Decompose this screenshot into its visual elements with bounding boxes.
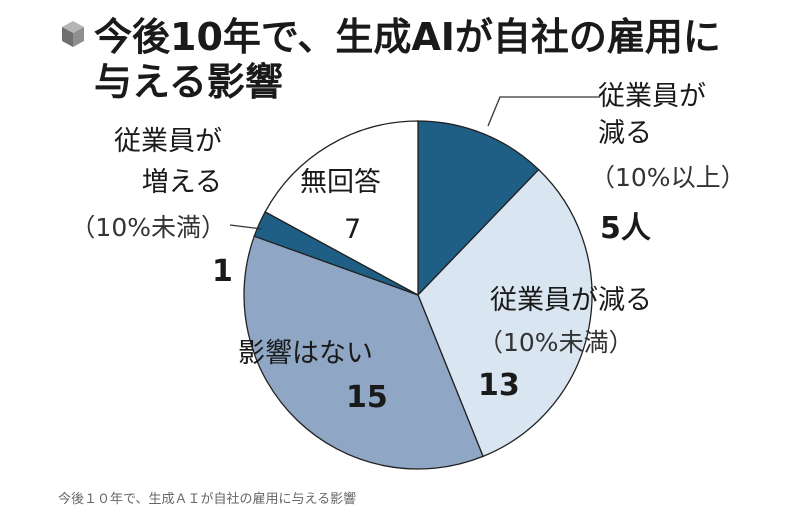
slice-2-value: 13 <box>478 368 520 403</box>
slice-1-note: （10%以上） <box>590 163 746 192</box>
slice-5-label: 無回答 <box>300 167 381 198</box>
slice-2-note: （10%未満） <box>478 328 634 357</box>
leader-line-slice-1 <box>487 96 600 127</box>
slice-4-label-line-1: 従業員が <box>114 126 222 157</box>
leader-line-slice-4 <box>229 224 263 230</box>
pie-slice-1 <box>417 120 540 297</box>
pie-slice-2 <box>417 168 593 458</box>
slice-3-label: 影響はない <box>238 338 373 369</box>
chart-caption: 今後１０年で、生成ＡＩが自社の雇用に与える影響 <box>58 492 357 507</box>
cube-icon <box>62 21 84 47</box>
slice-2-label: 従業員が減る <box>490 285 652 316</box>
pie-slice-3 <box>243 235 484 470</box>
chart-title-line-1: 今後10年で、生成AIが自社の雇用に <box>94 15 721 59</box>
slice-1-label-line-2: 減る <box>598 118 652 149</box>
slice-1-label-line-1: 従業員が <box>598 81 706 112</box>
slice-5-value: 7 <box>344 214 361 245</box>
slice-4-note: （10%未満） <box>70 213 226 242</box>
slice-1-value: 5人 <box>600 211 651 246</box>
slice-3-value: 15 <box>346 380 388 415</box>
slice-4-label-line-2: 増える <box>142 167 222 198</box>
pie-slices <box>243 120 593 470</box>
chart-title-line-2: 与える影響 <box>94 60 283 104</box>
pie-chart: 今後10年で、生成AIが自社の雇用に 与える影響 従業員が 減る （10%以上）… <box>62 15 746 470</box>
slice-4-value: 1 <box>212 254 233 289</box>
pie-slice-5 <box>264 120 419 297</box>
